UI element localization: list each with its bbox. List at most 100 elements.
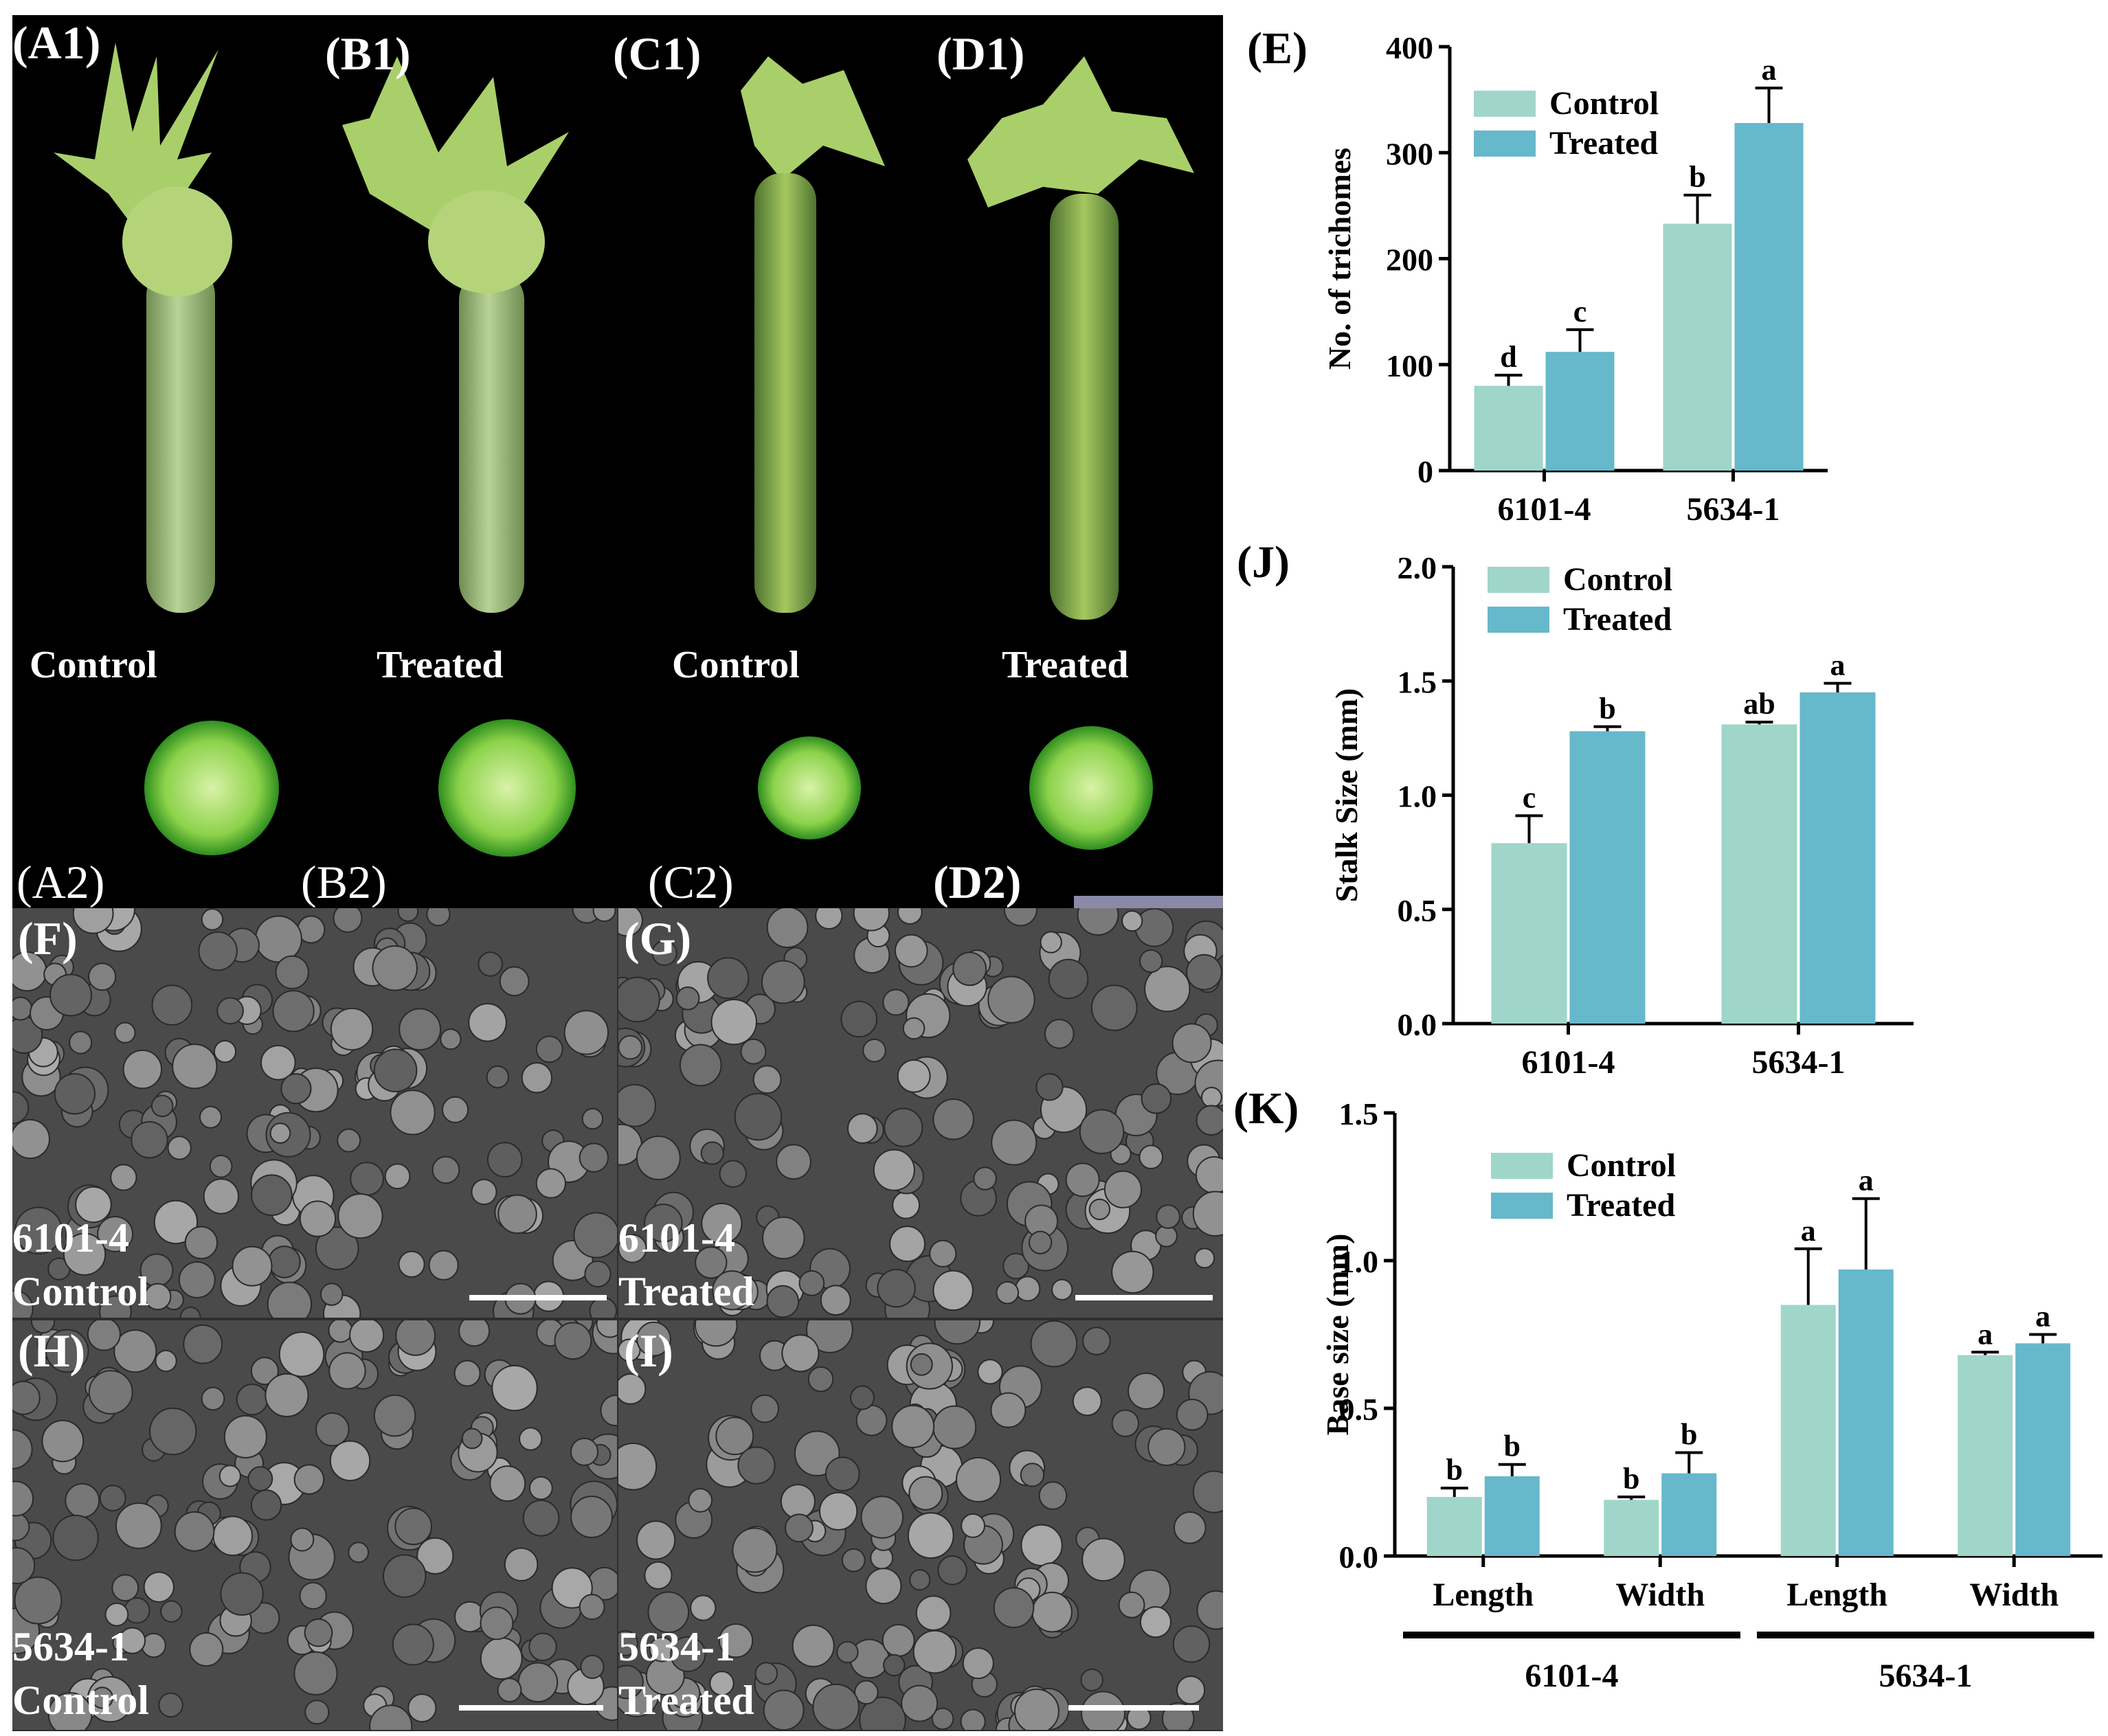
x-tick-label: 5634-1 — [1687, 491, 1780, 528]
sem-particle — [1186, 954, 1222, 991]
sem-particle — [458, 1320, 491, 1347]
sem-particle — [987, 976, 1035, 1024]
sem-particle — [491, 1364, 538, 1412]
sem-particle — [486, 1065, 510, 1089]
y-tick-label: 300 — [1386, 136, 1433, 171]
sem-particle — [75, 1186, 112, 1224]
sem-particle — [453, 1360, 481, 1387]
sem-particle — [499, 966, 530, 997]
sem-particle — [570, 1437, 599, 1466]
sem-particle — [12, 1546, 36, 1585]
sem-particle — [1172, 1625, 1211, 1663]
sem-particle — [1014, 1276, 1041, 1302]
sem-particle — [929, 1239, 957, 1267]
bar-treated — [1545, 352, 1615, 471]
sem-particle — [644, 1204, 683, 1243]
sem-particle — [397, 908, 419, 922]
y-tick-label: 2.0 — [1398, 550, 1437, 585]
sem-particle — [265, 1373, 309, 1417]
sem-particle — [178, 1261, 216, 1298]
sem-panel: (F) 6101-4 Control (G) 6101-4 Treated (H… — [12, 908, 1223, 1731]
sem-particle — [329, 1440, 371, 1482]
sem-particle — [780, 1484, 816, 1520]
panel-label-a1: (A1) — [12, 16, 101, 69]
sem-particle — [328, 1320, 353, 1343]
sem-line-g: 6101-4 — [618, 1215, 735, 1261]
y-tick-label: 0.0 — [1398, 1007, 1437, 1042]
sem-particle — [1044, 1019, 1075, 1049]
sem-particle — [815, 908, 843, 930]
scale-ruler — [1074, 896, 1223, 908]
significance-letter: b — [1446, 1453, 1463, 1487]
y-tick-label: 1.5 — [1398, 664, 1437, 699]
sem-particle — [535, 1168, 566, 1199]
sem-particle — [155, 1349, 177, 1373]
sem-particle — [1048, 958, 1089, 1000]
sem-particle — [478, 951, 503, 977]
sem-particle — [719, 1160, 747, 1188]
sem-particle — [212, 1515, 253, 1557]
sem-particle — [1030, 1320, 1078, 1368]
sem-particle — [69, 1030, 93, 1055]
sem-particle — [701, 1202, 743, 1245]
sem-particle — [908, 1476, 943, 1511]
sem-particle — [1111, 1409, 1139, 1438]
sem-particle — [172, 1044, 218, 1090]
bar-control — [1491, 843, 1567, 1024]
significance-letter: b — [1599, 692, 1615, 725]
sem-particle — [897, 1059, 931, 1093]
sem-particle — [1171, 1023, 1212, 1063]
chart-stalk-size: (J) 0.0 0.5 1.0 1.5 2.0 Stalk Size (mm) c b 6101-… — [1237, 537, 1914, 1081]
slice-d — [1029, 726, 1153, 850]
sem-particle — [213, 1040, 237, 1063]
sem-particle — [149, 1407, 197, 1456]
sem-particle — [977, 1359, 1003, 1385]
significance-letter: a — [1801, 1214, 1816, 1248]
panel-label: (J) — [1237, 537, 1290, 587]
sem-particle — [30, 1320, 56, 1334]
sem-particle — [618, 1234, 647, 1263]
sem-particle — [1020, 1463, 1045, 1487]
sem-particle — [12, 1118, 50, 1160]
sem-particle — [330, 1007, 374, 1051]
sem-particle — [761, 960, 805, 1004]
sem-particle — [1077, 908, 1119, 936]
sem-texture — [618, 1320, 1223, 1730]
sem-particle — [1196, 1105, 1223, 1136]
sem-particle — [398, 1250, 425, 1278]
sem-particle — [497, 1194, 537, 1235]
legend-label: Control — [1563, 561, 1672, 598]
sem-particle — [892, 1191, 921, 1219]
sem-particle — [912, 1630, 957, 1674]
panel-label-a2: (A2) — [16, 856, 105, 908]
bar-control — [1721, 724, 1797, 1024]
sem-particle — [328, 1352, 366, 1390]
sem-particle — [111, 1574, 139, 1602]
bar-treated — [1484, 1476, 1540, 1556]
sem-particle — [392, 1623, 434, 1666]
sem-particle — [1128, 1372, 1165, 1410]
sem-particle — [440, 1028, 462, 1050]
sem-particle — [882, 989, 910, 1016]
sem-particle — [489, 1465, 526, 1502]
sem-texture — [12, 1320, 617, 1730]
sem-particle — [124, 1597, 150, 1624]
sem-particle — [1200, 1086, 1222, 1108]
sem-particle — [52, 1514, 99, 1562]
sem-particle — [349, 1320, 385, 1353]
sem-particle — [1013, 1689, 1059, 1730]
significance-letter: a — [1859, 1164, 1874, 1197]
x-tick-label: 6101-4 — [1522, 1044, 1615, 1081]
sem-particle — [618, 1035, 643, 1060]
sem-particle — [278, 1331, 325, 1377]
sem-particle — [1072, 1386, 1102, 1417]
sem-particle — [12, 1429, 33, 1469]
sem-condition-i: Treated — [618, 1678, 754, 1723]
sem-particle — [426, 908, 451, 927]
fruit-a — [54, 43, 232, 613]
group-label: 6101-4 — [1525, 1658, 1619, 1694]
sem-particle — [1035, 1073, 1064, 1101]
legend-label: Treated — [1549, 125, 1658, 161]
sem-particle — [88, 962, 117, 991]
sem-particle — [535, 1035, 563, 1063]
